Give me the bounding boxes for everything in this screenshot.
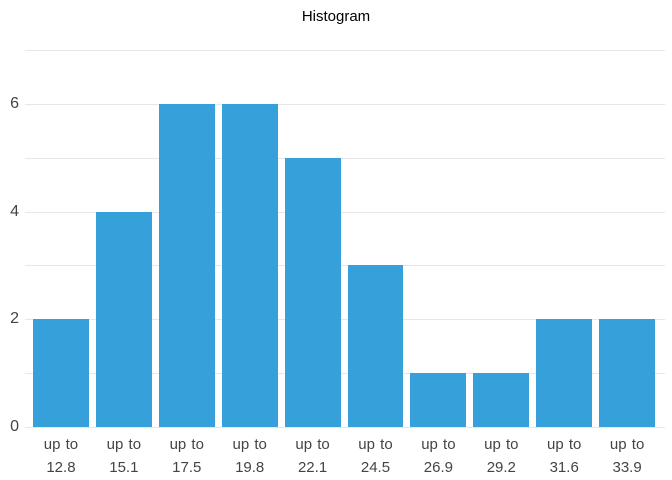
y-axis-tick-label: 4 <box>10 202 19 220</box>
x-axis-labels-row: up to 12.8 up to 15.1 up to 17.5 up to 19.8… <box>25 433 665 479</box>
plot-area: 0 2 4 6 <box>10 50 665 435</box>
x-axis-tick-label: up to 33.9 <box>609 436 645 476</box>
x-axis-tick-label: up to 29.2 <box>484 436 519 476</box>
gridline <box>25 427 665 428</box>
x-axis-tick-label: up to 22.1 <box>295 436 330 476</box>
x-axis-tick-label: up to 17.5 <box>169 436 204 476</box>
x-axis-tick-label: up to 19.8 <box>232 436 267 476</box>
gridline <box>25 157 665 159</box>
histogram-bar <box>284 157 341 427</box>
x-axis-tick-label: up to 31.6 <box>547 436 582 476</box>
histogram-bar <box>95 211 152 427</box>
gridline <box>25 265 665 267</box>
y-axis-tick-label: 0 <box>10 418 19 435</box>
gridline <box>25 103 665 105</box>
bars-row <box>25 50 665 427</box>
histogram-bar <box>536 319 593 427</box>
y-axis-tick-label: 2 <box>10 310 19 328</box>
histogram-bar <box>158 103 215 427</box>
gridline <box>25 211 665 213</box>
x-axis-tick-label: up to 15.1 <box>106 436 142 476</box>
histogram-bar <box>347 265 404 427</box>
histogram-bar <box>33 319 89 427</box>
y-axis-tick-label: 6 <box>10 94 19 112</box>
histogram-bar <box>410 373 467 427</box>
gridline <box>25 319 665 321</box>
histogram-bar <box>473 373 530 427</box>
x-axis-tick-label: up to 24.5 <box>358 436 393 476</box>
gridline <box>25 373 665 375</box>
chart-title: Histogram <box>301 8 371 25</box>
gridline <box>25 50 665 51</box>
x-axis-tick-label: up to 26.9 <box>421 436 456 476</box>
x-axis-tick-label: up to 12.8 <box>43 436 79 476</box>
histogram-bar <box>221 103 278 427</box>
histogram-bar <box>599 319 656 427</box>
